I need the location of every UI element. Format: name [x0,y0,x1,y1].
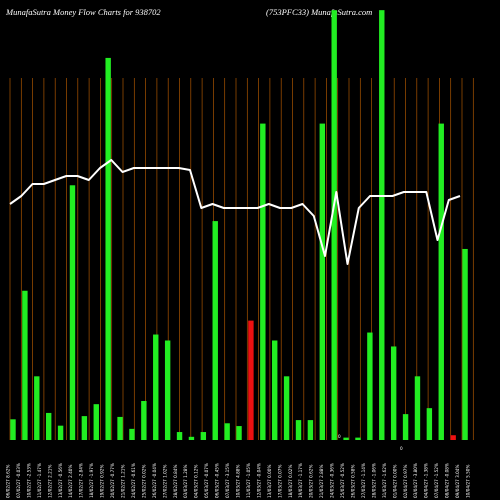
x-tick-label: 20/03/27 0.62% [309,465,314,498]
x-tick-label: 18/03/27 0.02% [288,465,293,498]
bar [45,412,52,440]
x-tick-label: 26/02/27 -0.04% [152,463,157,498]
bar [260,123,266,440]
x-tick-label: 13/02/27 -0.56% [58,463,63,498]
x-tick-label: 18/02/27 -1.97% [89,463,94,498]
x-tick-label: 07/03/27 -3.15% [225,463,230,498]
x-tick-label: 25/03/27 -0.52% [340,463,345,498]
bar [176,432,183,440]
annotations: 00 [338,434,403,451]
bar [331,10,337,440]
bar [69,185,76,440]
bar [236,426,242,440]
bar [10,419,16,440]
x-tick-label: 14/02/27 2.40% [68,465,73,498]
x-tick-label: 21/03/27 2.88% [319,465,324,498]
axis-annotation: 0 [338,434,341,439]
x-tick-label: 17/03/27 0.07% [277,465,282,498]
x-tick-label: 11/02/27 -1.47% [37,463,42,498]
bar [129,428,135,440]
bar [272,340,278,440]
bar [93,404,99,440]
line-series [9,159,461,265]
x-tick-label: 07/04/27 -1.52% [434,463,439,498]
x-tick-label: 10/02/27 -2.53% [26,463,31,498]
bar [426,408,433,440]
x-tick-label: 03/03/27 1.28% [183,465,188,498]
bar [153,334,159,440]
bar [295,420,302,440]
bar [283,376,290,440]
x-tick-label: 01/04/27 0.00% [392,465,397,498]
bar [367,332,373,440]
x-tick-label: 19/03/27 -1.17% [298,463,303,498]
x-tick-label: 04/03/27 0.12% [194,465,199,498]
bar [248,320,254,440]
bar [117,416,123,440]
x-tick-label: 03/04/27 -3.80% [413,463,418,498]
bar [438,123,444,440]
x-tick-label: 08/04/27 -0.08% [445,463,450,498]
money-flow-line [9,159,461,265]
x-tick-label: 31/03/27 -1.62% [382,463,387,498]
x-tick-label: 26/03/27 0.58% [351,465,356,498]
bar [34,376,40,440]
x-tick-label: 11/03/27 -1.05% [246,463,251,498]
x-tick-label: 17/02/27 -2.84% [79,463,84,498]
bar [319,123,325,440]
x-tick-label: 06/03/27 -0.45% [215,463,220,498]
axis-annotation: 0 [400,446,403,451]
x-tick-label: 10/03/27 4.88% [236,465,241,498]
bar [105,57,111,441]
x-tick-labels: 06/02/27 8.62% 07/02/27 -0.03% 10/02/27 -2… [6,463,471,498]
bar [164,340,171,440]
x-tick-label: 21/02/27 1.21% [121,465,126,498]
bar [224,423,230,440]
bar [212,221,218,440]
bar [141,400,147,440]
bar-series [10,10,468,441]
x-tick-label: 12/02/27 2.21% [47,465,52,498]
bar [81,416,88,440]
x-tick-label: 07/02/27 -0.03% [16,463,21,498]
grid-lines [9,78,474,440]
bar [379,10,385,440]
bar [355,437,361,440]
x-tick-label: 27/02/27 1.02% [162,465,167,498]
x-tick-label: 24/03/27 -0.36% [330,463,335,498]
chart-title-right: (753PFC33) MunafaSutra.com [266,7,373,17]
chart-title-left: MunafaSutra Money Flow Charts for 938702 [6,7,161,17]
x-tick-label: 27/03/27 -1.14% [361,463,366,498]
bar [188,436,195,440]
bar [390,346,397,440]
x-tick-label: 04/04/27 -1.38% [424,463,429,498]
x-tick-label: 13/03/27 0.00% [267,465,272,498]
x-tick-label: 09/04/27 3.04% [455,465,460,498]
bar [57,425,64,440]
x-tick-label: 10/04/27 5.50% [466,465,471,498]
bar [462,248,468,440]
x-tick-label: 28/02/27 0.84% [173,465,178,498]
bar [22,290,28,440]
x-tick-label: 06/02/27 8.62% [6,465,11,498]
bar [343,437,349,440]
bar [307,420,314,440]
x-tick-label: 25/02/27 0.02% [141,465,146,498]
x-tick-label: 19/02/27 0.92% [100,465,105,498]
bar [450,435,456,440]
x-tick-label: 05/03/27 -0.07% [204,463,209,498]
x-tick-label: 24/02/27 -0.61% [131,463,136,498]
x-tick-label: 20/02/27 -0.77% [110,463,115,498]
x-tick-label: 02/04/27 0.97% [403,465,408,498]
bar [200,432,207,440]
bar [402,414,409,440]
x-tick-label: 28/03/27 -1.06% [371,463,376,498]
bar [414,376,421,440]
x-tick-label: 12/03/27 -0.04% [256,463,261,498]
